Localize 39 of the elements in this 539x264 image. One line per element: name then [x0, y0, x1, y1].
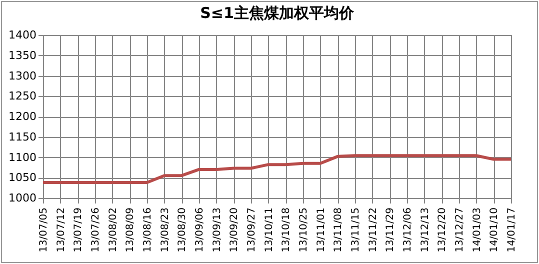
x-tick-label: 13/11/15	[350, 208, 362, 252]
x-tick-label: 13/07/12	[56, 208, 67, 252]
x-tick-label: 13/09/20	[229, 208, 240, 252]
x-tick-label: 13/11/22	[368, 208, 379, 252]
x-tick-label: 13/07/26	[90, 208, 102, 252]
x-tick-label: 14/01/10	[489, 208, 500, 252]
y-tick-label: 1400	[8, 28, 36, 42]
x-tick-label: 14/01/17	[506, 208, 518, 252]
y-tick-label: 1100	[8, 150, 36, 164]
x-tick-label: 13/08/30	[177, 208, 188, 252]
x-tick-label: 13/11/08	[333, 208, 344, 252]
x-tick-label: 13/07/05	[38, 208, 50, 252]
x-tick-label: 13/10/25	[298, 208, 310, 252]
y-tick-label: 1000	[8, 192, 36, 204]
x-tick-label: 13/09/13	[212, 208, 223, 252]
x-tick-label: 13/12/13	[420, 208, 431, 252]
x-tick-label: 13/12/20	[437, 208, 448, 252]
x-tick-label: 13/08/09	[125, 208, 136, 252]
x-tick-label: 14/01/03	[472, 208, 483, 252]
x-tick-label: 13/10/11	[264, 208, 275, 252]
x-tick-label: 13/12/27	[454, 208, 466, 252]
x-tick-label: 13/10/18	[281, 208, 292, 252]
y-tick-label: 1050	[8, 171, 36, 184]
chart-title: S≤1主焦煤加权平均价	[200, 4, 355, 22]
y-tick-label: 1150	[8, 130, 36, 144]
x-tick-label: 13/11/29	[385, 208, 396, 252]
x-tick-label: 13/12/06	[402, 208, 414, 252]
x-tick-label: 13/09/06	[194, 208, 206, 252]
x-tick-label: 13/11/01	[316, 208, 327, 252]
x-tick-label: 13/08/23	[160, 208, 171, 252]
y-tick-label: 1200	[8, 110, 36, 123]
x-tick-label: 13/08/02	[108, 208, 119, 252]
x-tick-label: 13/08/16	[142, 208, 154, 252]
y-tick-label: 1250	[8, 90, 36, 103]
y-tick-label: 1350	[8, 48, 36, 62]
x-tick-label: 13/09/27	[246, 208, 258, 252]
line-series	[42, 154, 512, 184]
x-tick-label: 13/07/19	[73, 208, 84, 252]
y-tick-label: 1300	[8, 69, 36, 82]
